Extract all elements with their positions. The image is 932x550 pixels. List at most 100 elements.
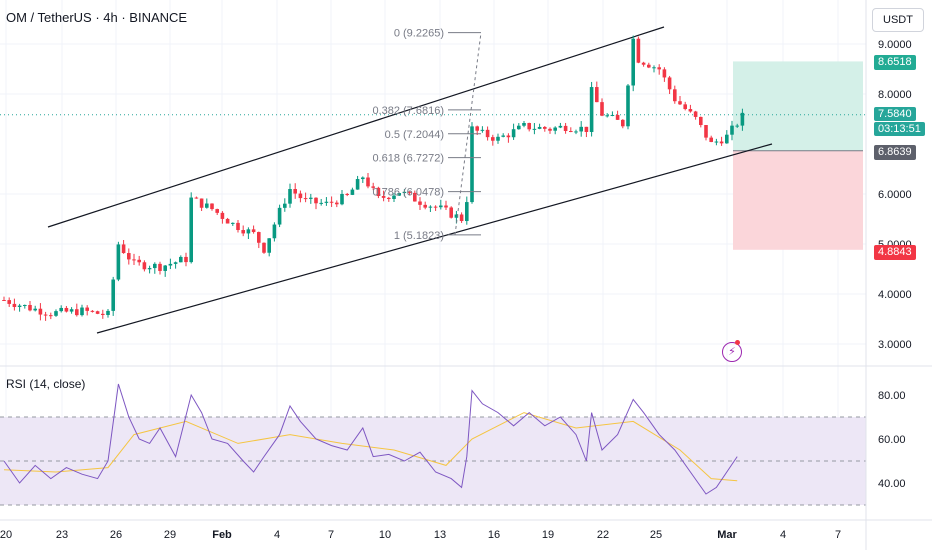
rsi-title[interactable]: RSI (14, close)	[6, 377, 86, 391]
candle-body	[246, 229, 251, 234]
candle-body	[267, 238, 271, 253]
candle-body	[459, 214, 464, 222]
candle-body	[491, 137, 495, 141]
candle-body	[303, 198, 308, 200]
candle-body	[662, 69, 667, 78]
candle-body	[470, 126, 474, 203]
candle-body	[730, 125, 734, 135]
candle-body	[111, 279, 115, 311]
candle-body	[636, 38, 641, 63]
current-price-label: 7.5840	[874, 107, 916, 121]
candle-body	[397, 193, 401, 196]
candle-body	[631, 38, 635, 86]
candle-body	[205, 203, 209, 208]
candle-body	[288, 189, 292, 204]
candle-body	[340, 193, 344, 205]
candle-body	[740, 112, 745, 126]
candle-body	[407, 191, 412, 193]
candle-body	[64, 307, 69, 312]
candle-body	[231, 222, 235, 224]
candle-body	[17, 305, 22, 307]
stop-loss-label: 4.8843	[874, 245, 916, 260]
candle-body	[709, 137, 713, 142]
time-tick-label: 22	[597, 529, 609, 541]
time-tick-label: 29	[164, 529, 176, 541]
candle-body	[376, 187, 381, 197]
candle-body	[189, 197, 193, 263]
candle-body	[85, 307, 89, 311]
candle-body	[667, 77, 672, 90]
candle-body	[428, 206, 433, 208]
candle-body	[496, 136, 500, 141]
time-tick-label: Mar	[717, 529, 737, 541]
symbol-title[interactable]: OM / TetherUS · 4h · BINANCE	[6, 10, 188, 25]
time-tick-label: 13	[434, 529, 446, 541]
candle-body	[480, 129, 485, 131]
candle-body	[433, 206, 438, 208]
candle-body	[465, 202, 469, 222]
candle-body	[584, 126, 589, 132]
candle-body	[553, 127, 557, 131]
currency-button[interactable]: USDT	[872, 8, 924, 32]
candle-body	[423, 204, 427, 208]
time-tick-label: Feb	[212, 529, 232, 541]
candle-body	[615, 114, 620, 120]
candle-body	[699, 116, 703, 126]
fib-trend-line	[454, 32, 482, 235]
candle-body	[402, 191, 407, 194]
candle-body	[719, 141, 724, 144]
candle-body	[449, 207, 453, 218]
loss-zone	[733, 150, 863, 250]
candle-body	[184, 256, 188, 263]
fib-level-label: 0.618 (6.7272)	[372, 153, 444, 165]
rsi-pane	[0, 383, 866, 506]
candle-body	[381, 196, 386, 198]
fib-level-label: 0.786 (6.0478)	[372, 187, 444, 199]
candle-body	[688, 109, 693, 112]
candle-body	[277, 207, 282, 225]
alert-dot	[735, 340, 740, 345]
candle-body	[621, 119, 625, 127]
candle-body	[610, 114, 615, 116]
candle-body	[241, 230, 245, 234]
lightning-icon[interactable]: ⚡	[722, 342, 742, 362]
fib-level-label: 1 (5.1823)	[394, 230, 444, 242]
candle-body	[693, 111, 698, 117]
time-tick-label: 19	[542, 529, 554, 541]
candle-body	[413, 192, 417, 202]
price-tick-label: 3.0000	[878, 339, 912, 351]
candle-body	[127, 253, 131, 260]
candle-body	[106, 310, 110, 315]
candle-body	[116, 244, 121, 280]
time-tick-label: 26	[110, 529, 122, 541]
rsi-tick-label: 40.00	[878, 478, 906, 490]
entry-label: 6.8639	[874, 145, 916, 160]
time-tick-label: 4	[780, 529, 786, 541]
candle-body	[387, 197, 391, 199]
candle-body	[647, 64, 651, 68]
time-tick-label: 4	[274, 529, 280, 541]
candle-body	[251, 229, 256, 233]
candle-body	[527, 123, 531, 130]
candle-body	[704, 125, 708, 138]
candle-body	[506, 135, 511, 138]
fib-retracement: 0 (9.2265) 0.382 (7.6816) 0.5 (7.2044) 0.61…	[372, 28, 482, 242]
candles	[2, 35, 745, 321]
trend-channel	[47, 26, 773, 334]
time-tick-label: 25	[650, 529, 662, 541]
candle-body	[569, 130, 573, 132]
candle-body	[257, 232, 261, 243]
candle-body	[225, 218, 230, 224]
candle-body	[121, 244, 126, 254]
candle-body	[392, 195, 396, 199]
candle-body	[350, 189, 355, 195]
time-tick-label: 23	[56, 529, 68, 541]
candle-body	[38, 308, 43, 315]
channel-upper	[47, 26, 665, 228]
time-tick-label: 10	[379, 529, 391, 541]
candle-body	[335, 202, 339, 205]
candle-body	[673, 89, 677, 102]
candle-body	[600, 102, 604, 116]
candle-body	[657, 67, 661, 70]
